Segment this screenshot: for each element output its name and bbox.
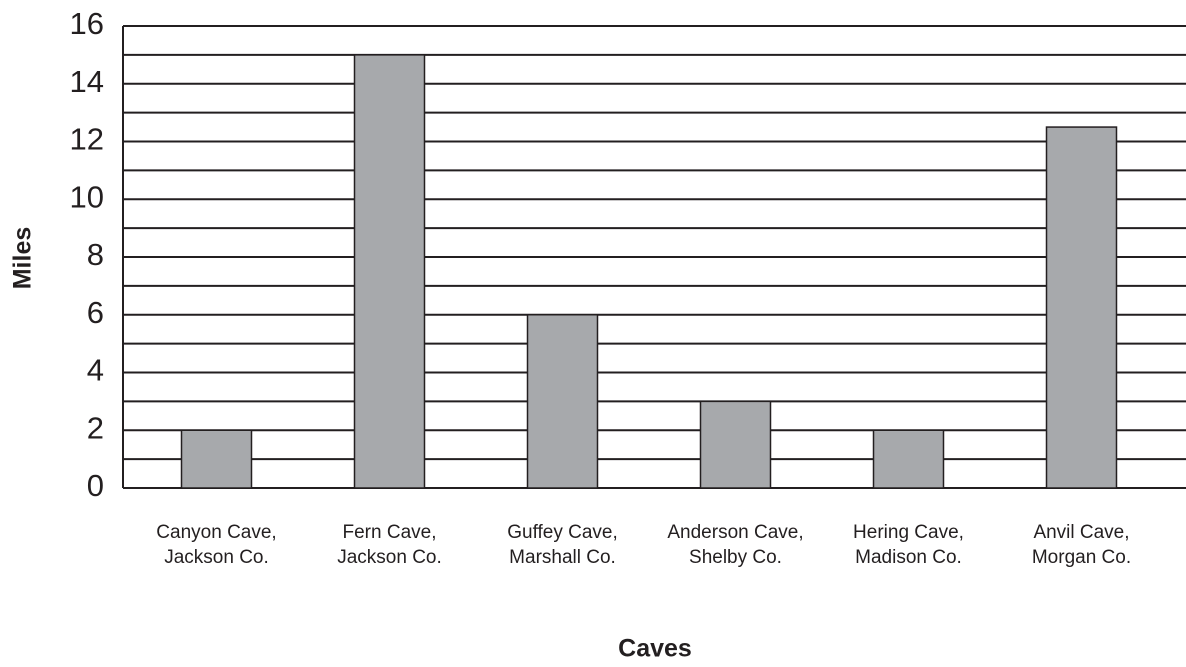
y-tick-label: 10: [70, 179, 104, 214]
x-tick-label: Anvil Cave,: [1033, 522, 1129, 543]
x-tick-label: Jackson Co.: [337, 547, 442, 568]
x-tick-label: Morgan Co.: [1032, 547, 1131, 568]
x-tick-label: Marshall Co.: [509, 547, 616, 568]
bar: [180, 429, 253, 489]
x-tick-label: Fern Cave,: [343, 522, 437, 543]
y-axis-title: Miles: [9, 227, 37, 290]
x-tick-label: Anderson Cave,: [667, 522, 803, 543]
y-tick-label: 0: [87, 468, 104, 503]
x-tick-label: Hering Cave,: [853, 522, 964, 543]
x-tick-label: Shelby Co.: [689, 547, 782, 568]
x-tick-label: Jackson Co.: [164, 547, 269, 568]
y-tick-label: 14: [70, 64, 104, 99]
y-tick-label: 8: [87, 237, 104, 272]
bar: [526, 314, 599, 489]
y-tick-label: 16: [70, 6, 104, 41]
x-tick-label: Madison Co.: [855, 547, 962, 568]
bar: [699, 400, 772, 489]
y-tick-label: 6: [87, 295, 104, 330]
bar: [1045, 126, 1118, 489]
y-tick-label: 4: [87, 353, 104, 388]
y-tick-label: 2: [87, 410, 104, 445]
x-tick-label: Guffey Cave,: [507, 522, 618, 543]
bar: [353, 54, 426, 489]
bar: [872, 429, 945, 489]
y-tick-label: 12: [70, 122, 104, 157]
x-axis-title: Caves: [618, 635, 692, 663]
x-tick-label: Canyon Cave,: [156, 522, 276, 543]
